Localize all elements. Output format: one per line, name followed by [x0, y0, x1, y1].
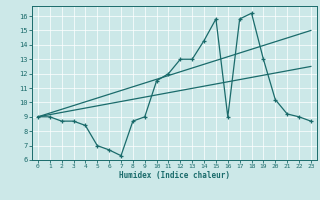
X-axis label: Humidex (Indice chaleur): Humidex (Indice chaleur) — [119, 171, 230, 180]
